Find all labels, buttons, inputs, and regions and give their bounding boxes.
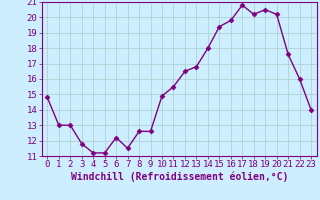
X-axis label: Windchill (Refroidissement éolien,°C): Windchill (Refroidissement éolien,°C) [70, 172, 288, 182]
